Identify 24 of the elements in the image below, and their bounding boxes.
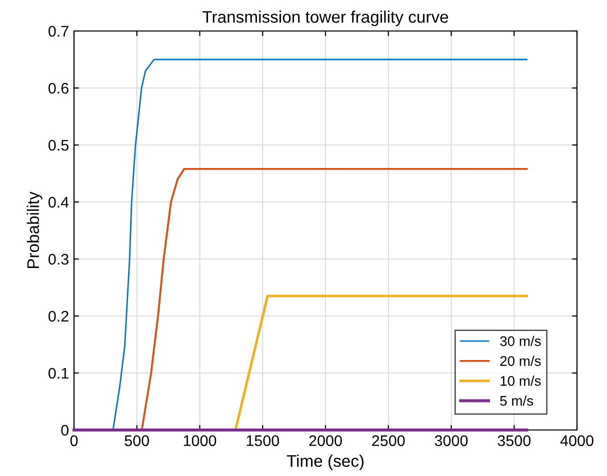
y-tick-label: 0.2 xyxy=(48,310,68,322)
legend-label: 20 m/s xyxy=(500,356,541,366)
x-tick-label: 3000 xyxy=(434,435,468,446)
x-tick-label: 2500 xyxy=(372,435,405,446)
y-tick-label: 0.3 xyxy=(48,254,68,265)
y-tick-label: 0.1 xyxy=(48,368,68,379)
x-axis-title: Time (sec) xyxy=(286,454,364,470)
legend-label: 5 m/s xyxy=(500,396,534,406)
y-tick-label: 0.6 xyxy=(48,82,68,94)
legend-label: 10 m/s xyxy=(500,376,541,386)
legend-label: 30 m/s xyxy=(500,336,541,346)
y-tick-label: 0.5 xyxy=(48,140,68,151)
x-tick-label: 1000 xyxy=(184,435,216,446)
y-tick-label: 0.7 xyxy=(48,26,68,37)
y-tick-label: 0.4 xyxy=(48,196,69,208)
x-tick-label: 500 xyxy=(124,435,150,446)
x-tick-label: 2000 xyxy=(309,435,342,446)
chart-title: Transmission tower fragility curve xyxy=(202,10,448,26)
y-axis-title: Probability xyxy=(26,192,42,268)
x-tick-label: 3500 xyxy=(498,435,531,446)
y-tick-label: 0 xyxy=(61,424,69,436)
x-tick-label: 1500 xyxy=(246,435,280,446)
x-tick-label: 4000 xyxy=(560,435,594,446)
x-tick-label: 0 xyxy=(70,435,78,446)
